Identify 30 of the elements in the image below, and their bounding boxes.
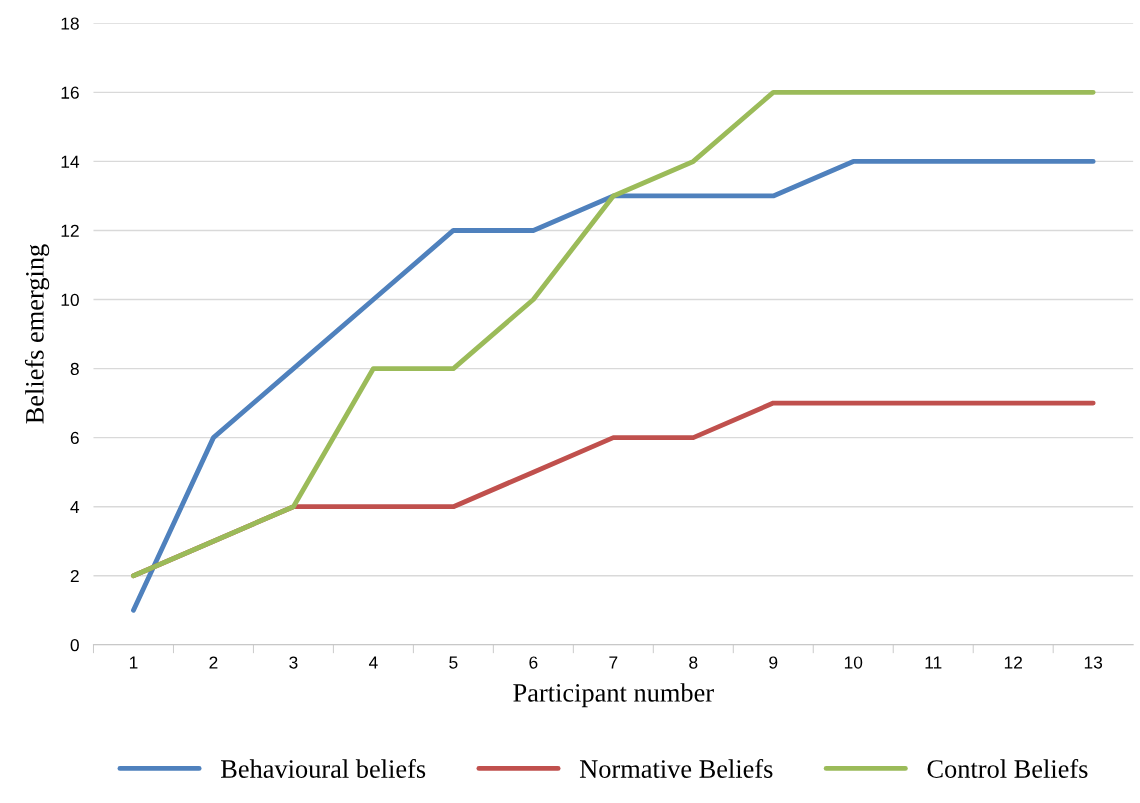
y-tick-label: 4 — [70, 501, 80, 513]
y-tick-label: 14 — [61, 155, 80, 168]
y-tick-label: 12 — [61, 224, 79, 237]
legend-label: Behavioural beliefs — [221, 759, 426, 778]
y-tick-label: 0 — [70, 638, 79, 652]
x-tick-label: 10 — [844, 656, 863, 669]
x-axis-title: Participant number — [513, 683, 714, 708]
x-tick-label: 6 — [529, 656, 538, 669]
line-series — [131, 89, 1096, 579]
y-tick-label: 10 — [61, 293, 79, 306]
legend-label: Control Beliefs — [927, 759, 1088, 778]
x-tick-label: 5 — [449, 656, 458, 669]
x-tick-label: 3 — [289, 656, 298, 669]
y-tick-label: 6 — [70, 431, 79, 445]
x-tick-label: 4 — [368, 656, 378, 669]
line-series — [131, 158, 1096, 613]
x-tick-label: 8 — [689, 656, 698, 669]
x-tick-label: 2 — [209, 656, 218, 669]
x-tick-label: 9 — [769, 656, 778, 669]
y-tick-label: 8 — [70, 362, 79, 376]
x-tick-label: 1 — [129, 656, 138, 669]
y-tick-label: 18 — [61, 17, 79, 30]
x-tick-label: 11 — [925, 656, 942, 669]
y-tick-label: 2 — [70, 569, 79, 583]
y-tick-label: 16 — [61, 86, 79, 99]
y-axis-title: Beliefs emerging — [24, 244, 50, 424]
legend-label: Normative Beliefs — [579, 759, 773, 778]
x-tick-label: 7 — [609, 656, 618, 669]
x-tick-label: 12 — [1004, 656, 1022, 669]
x-tick-label: 13 — [1084, 656, 1103, 669]
